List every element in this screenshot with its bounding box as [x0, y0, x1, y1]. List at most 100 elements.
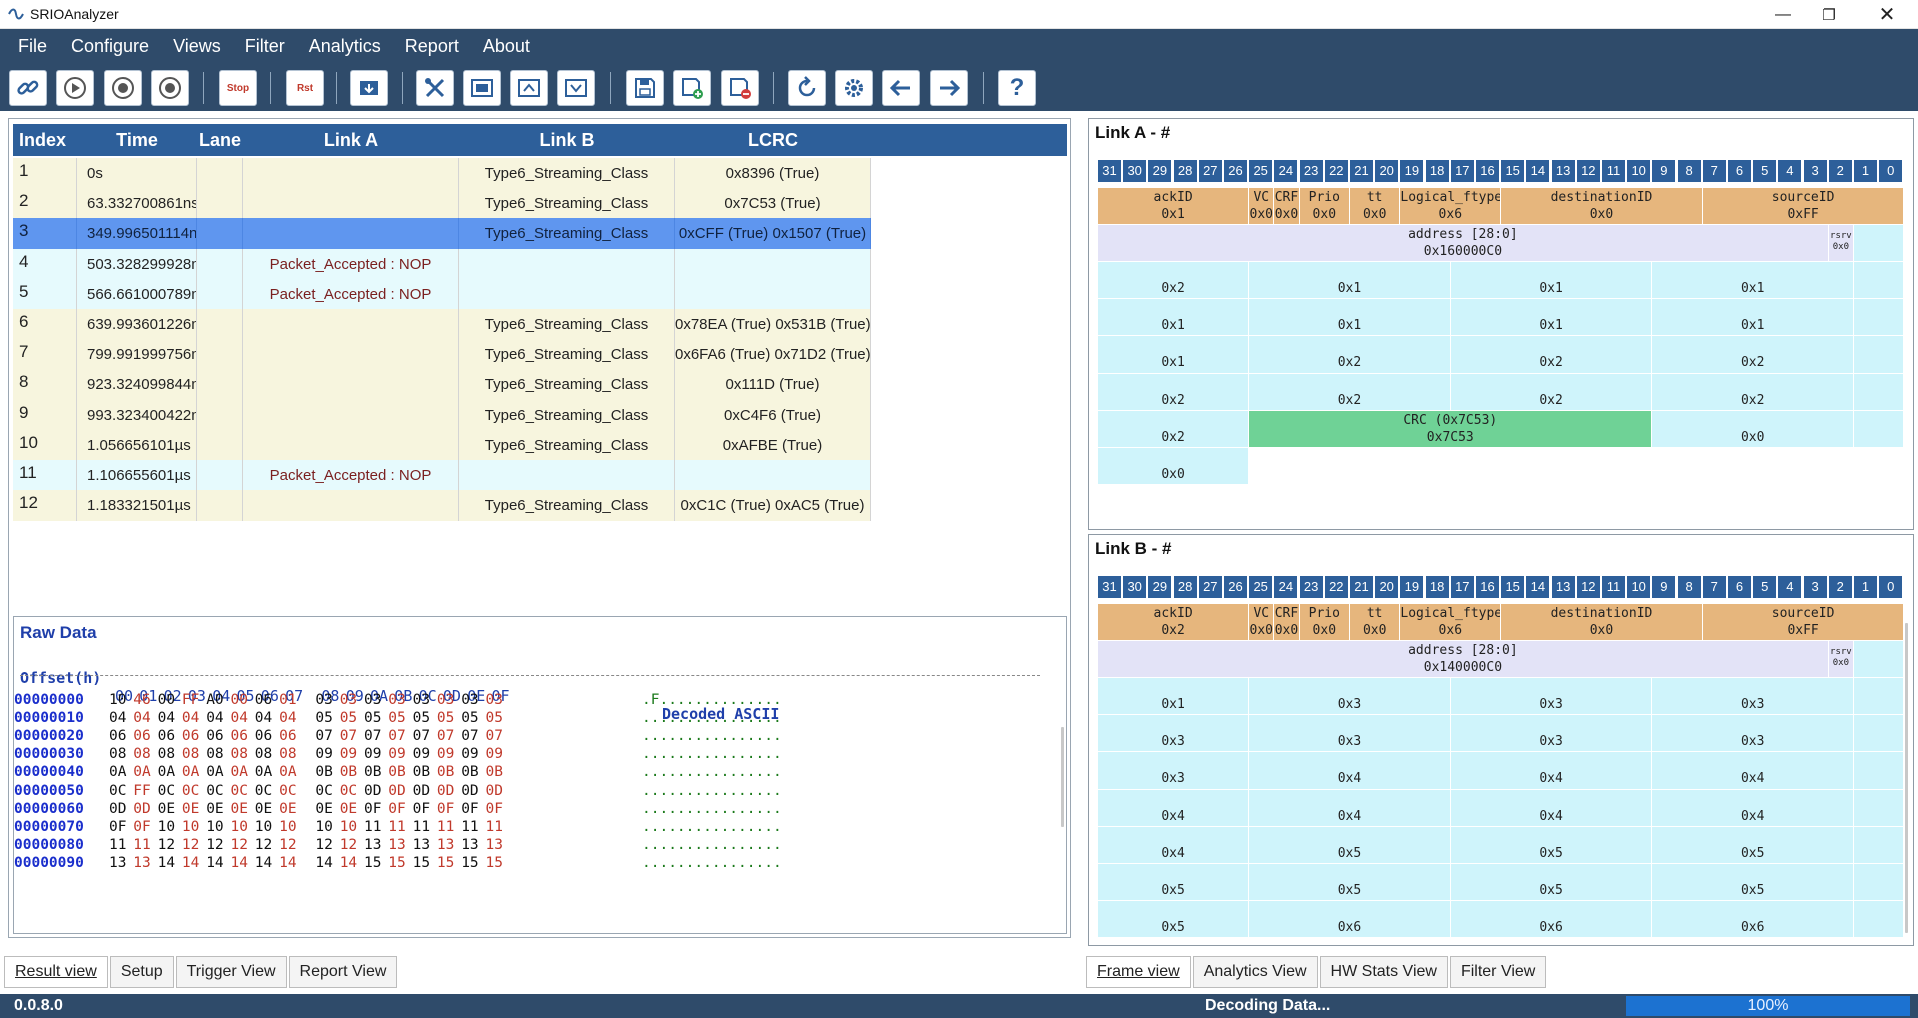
menu-about[interactable]: About [482, 36, 530, 56]
raw-byte: 0B [485, 764, 503, 781]
raw-byte: 00 [157, 692, 176, 708]
field-value: 0x0 [1249, 623, 1274, 638]
tab-report-view[interactable]: Report View [288, 956, 398, 988]
table-row[interactable]: 12 1.183321501µs Type6_Streaming_Class 0xC1… [13, 488, 1067, 522]
maximize-button[interactable]: ❐ [1806, 0, 1852, 29]
data-field: 0x1 [1652, 299, 1854, 337]
field-value: 0x5 [1337, 845, 1362, 861]
refresh-button[interactable] [788, 70, 826, 106]
raw-byte: 07 [485, 728, 503, 745]
bit-number: 5 [1753, 160, 1777, 182]
data-field: 0x4 [1652, 752, 1854, 790]
left-tab-bar: Result view Setup Trigger View Report Vi… [4, 956, 399, 988]
back-button[interactable] [882, 70, 920, 106]
column-header-lane[interactable]: Lane [198, 130, 241, 150]
field-name: VC [1253, 606, 1270, 621]
stop-button[interactable]: Stop [219, 70, 257, 106]
raw-byte: 07 [315, 728, 333, 745]
field-value: 0x3 [1337, 697, 1362, 712]
cell-link-a: Packet_Accepted : NOP [243, 248, 459, 280]
minimize-button[interactable]: — [1760, 0, 1806, 29]
raw-byte: 0A [206, 764, 224, 781]
column-header-lcrc[interactable]: LCRC [748, 130, 798, 150]
raw-data-divider [20, 675, 1040, 676]
status-message: Decoding Data... [1205, 997, 1331, 1014]
table-row[interactable]: 4 503.328299928ns Packet_Accepted : NOP [13, 247, 1067, 281]
raw-data-scrollbar[interactable] [1061, 727, 1064, 827]
raw-byte: 0E [254, 800, 273, 817]
table-row[interactable]: 1 0s Type6_Streaming_Class 0x8396 (True) [13, 156, 1067, 190]
field-value: 0x3 [1539, 697, 1563, 712]
field-empty [1854, 262, 1905, 300]
menu-analytics[interactable]: Analytics [308, 36, 381, 56]
menu-views[interactable]: Views [173, 36, 221, 56]
raw-ascii: .F.............. [642, 692, 782, 708]
tab-result-view[interactable]: Result view [4, 956, 108, 988]
raw-byte: 05 [315, 710, 333, 727]
field-prio: Prio 0x0 [1299, 604, 1350, 641]
table-row[interactable]: 8 923.324099844ns Type6_Streaming_Class 0x1… [13, 367, 1067, 401]
field-value: 0x5 [1337, 883, 1362, 898]
tab-trigger-view[interactable]: Trigger View [175, 956, 287, 988]
tab-hw-stats-view[interactable]: HW Stats View [1319, 956, 1448, 988]
field-value: 0x2 [1161, 281, 1185, 296]
column-header-link-a[interactable]: Link A [323, 130, 379, 150]
raw-byte: 03 [315, 692, 333, 708]
window-button[interactable] [463, 70, 501, 106]
link-b-scrollbar[interactable] [1905, 623, 1908, 933]
menu-filter[interactable]: Filter [244, 36, 285, 56]
raw-data-row: 00000090 13 13 14 14 14 14 14 14 14 14 15 15 15 15 15 15… [14, 855, 1054, 877]
column-header-index[interactable]: Index [19, 130, 67, 150]
bit-number: 8 [1677, 160, 1701, 182]
help-button[interactable]: ? [998, 70, 1036, 106]
raw-byte: 03 [388, 692, 406, 708]
table-row[interactable]: 3 349.996501114ns Type6_Streaming_Class 0xC… [13, 216, 1067, 250]
table-row[interactable]: 2 63.332700861ns Type6_Streaming_Class 0x7C… [13, 186, 1067, 220]
close-button[interactable]: ✕ [1864, 0, 1910, 29]
raw-byte: 04 [206, 710, 224, 727]
download-button[interactable] [557, 70, 595, 106]
raw-byte: 14 [206, 854, 224, 871]
raw-byte: 10 [206, 818, 224, 835]
reset-button[interactable]: Rst [286, 70, 324, 106]
table-row[interactable]: 7 799.991999756ns Type6_Streaming_Class 0x6… [13, 337, 1067, 371]
column-header-link-b[interactable]: Link B [539, 130, 595, 150]
raw-byte: 0D [133, 800, 151, 817]
tab-setup[interactable]: Setup [109, 956, 174, 988]
load-button[interactable] [350, 70, 388, 106]
tab-filter-view[interactable]: Filter View [1449, 956, 1547, 988]
menu-report[interactable]: Report [404, 36, 459, 56]
raw-byte: 0D [436, 782, 455, 799]
forward-button[interactable] [930, 70, 968, 106]
table-row[interactable]: 5 566.661000789ns Packet_Accepted : NOP [13, 277, 1067, 311]
field-value: 0x2 [1161, 429, 1185, 445]
table-row[interactable]: 10 1.056656101µs Type6_Streaming_Class 0xAF… [13, 428, 1067, 462]
table-row[interactable]: 9 993.323400422ns Type6_Streaming_Class 0xC… [13, 398, 1067, 432]
tab-analytics-view[interactable]: Analytics View [1192, 956, 1318, 988]
raw-byte: 03 [339, 692, 358, 708]
upload-button[interactable] [510, 70, 548, 106]
record-button[interactable] [104, 70, 142, 106]
column-header-time[interactable]: Time [116, 130, 158, 150]
save-button[interactable] [626, 70, 664, 106]
load-icon [360, 81, 378, 95]
connect-button[interactable] [9, 70, 47, 106]
play-button[interactable] [56, 70, 94, 106]
save-add-button[interactable] [673, 70, 711, 106]
save-remove-button[interactable] [721, 70, 759, 106]
table-row[interactable]: 6 639.993601226ns Type6_Streaming_Class 0x7… [13, 307, 1067, 341]
settings-button[interactable] [835, 70, 873, 106]
table-row[interactable]: 11 1.106655601µs Packet_Accepted : NOP [13, 458, 1067, 492]
tools-button[interactable] [416, 70, 454, 106]
cell-lane [197, 248, 243, 280]
field-value: 0x1 [1337, 281, 1362, 296]
raw-byte: 08 [279, 746, 297, 763]
field-value: 0x7C53 [1426, 429, 1474, 445]
byte-column-header: 08 [321, 687, 340, 705]
menu-file[interactable]: File [18, 36, 48, 56]
data-field: 0x4 [1450, 752, 1653, 790]
menu-configure[interactable]: Configure [71, 36, 150, 56]
cell-time: 349.996501114ns [77, 218, 197, 250]
record-stop-button[interactable] [151, 70, 189, 106]
tab-frame-view[interactable]: Frame view [1086, 956, 1191, 988]
